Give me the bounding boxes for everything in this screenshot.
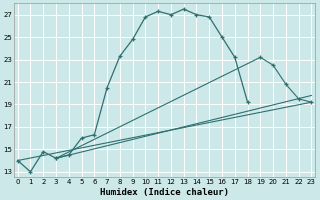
X-axis label: Humidex (Indice chaleur): Humidex (Indice chaleur) (100, 188, 229, 197)
